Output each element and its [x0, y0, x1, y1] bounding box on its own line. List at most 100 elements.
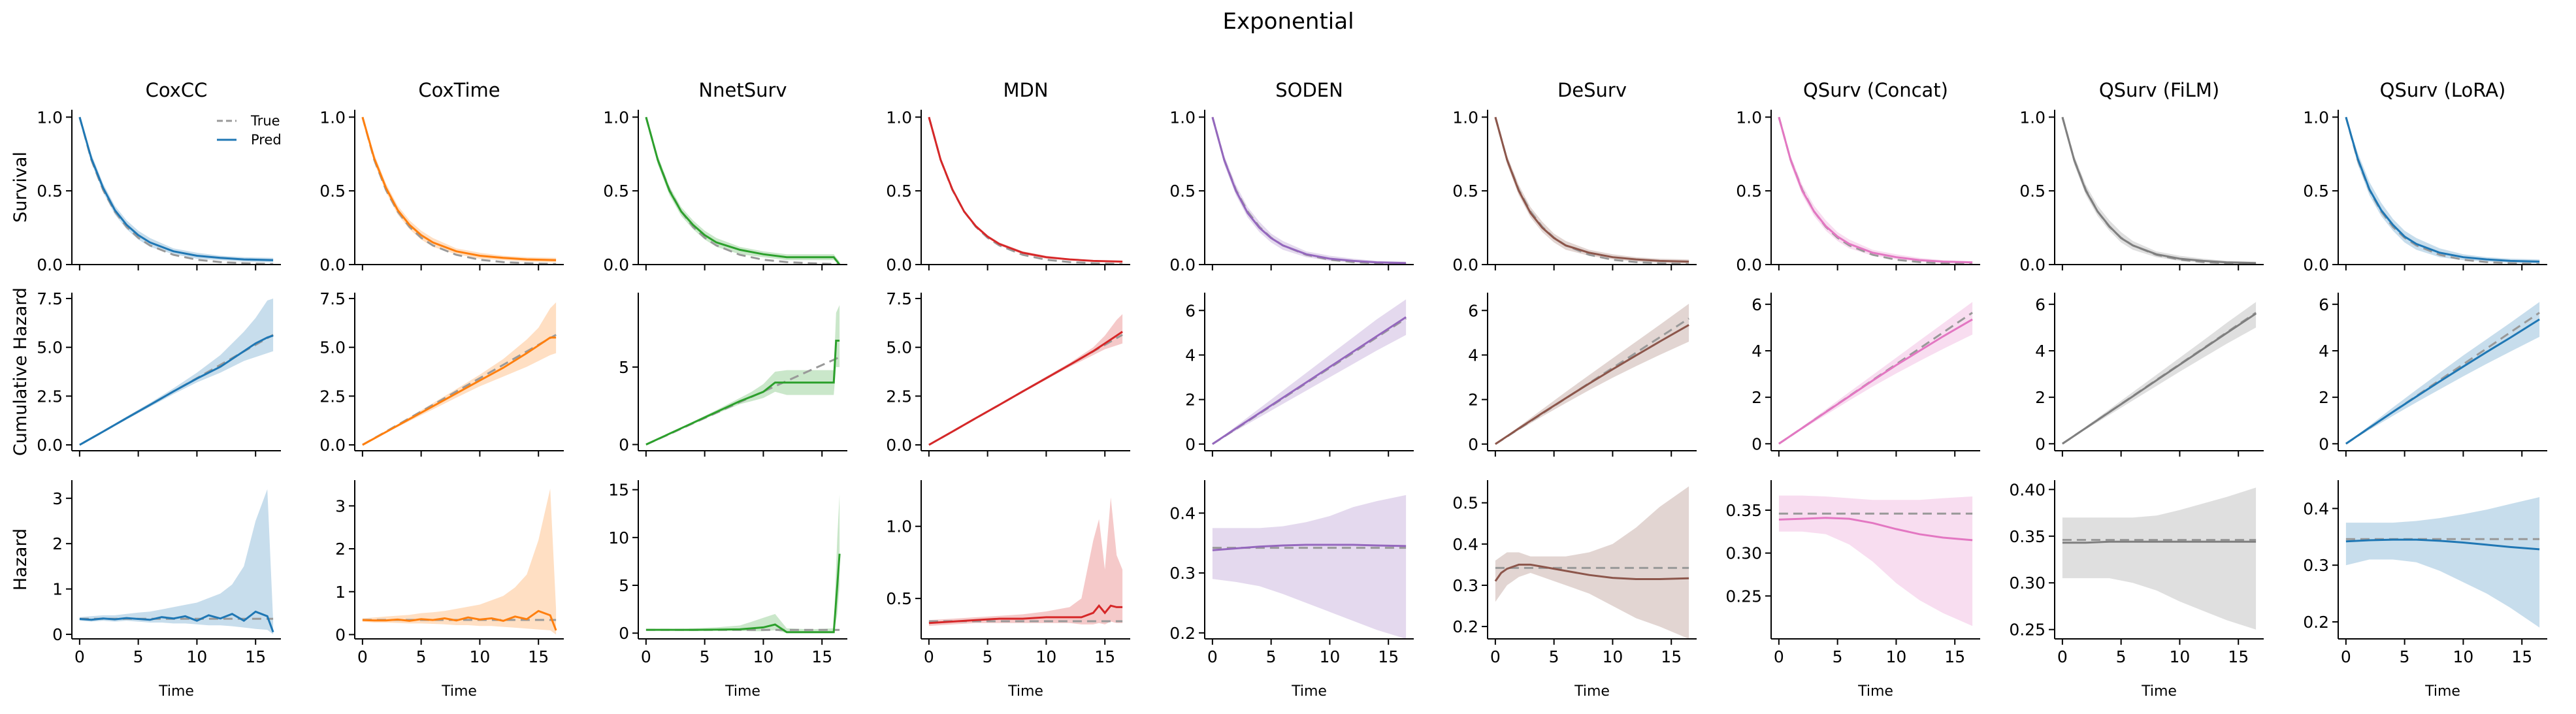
y-tick-label: 4 — [2319, 342, 2329, 361]
y-tick-label: 0.5 — [2019, 182, 2046, 201]
y-tick-label: 0.5 — [1736, 182, 1762, 201]
panel-hazard: 0.25 0.30 0.35 0.40 0 5 10 15 Time — [2009, 480, 2264, 700]
panel-hazard: 0.2 0.3 0.4 0 5 10 15 Time — [1169, 480, 1414, 700]
panel-title: MDN — [1003, 79, 1048, 101]
pred-line — [362, 336, 557, 446]
pred-line — [1778, 318, 1973, 445]
y-tick-label: 2 — [1752, 388, 1762, 407]
x-axis-label: Time — [1007, 683, 1043, 700]
row-label: Hazard — [10, 528, 31, 591]
uncertainty-band — [1212, 495, 1407, 639]
panel-survival: 0.0 0.5 1.0 — [603, 108, 847, 274]
true-line — [1494, 116, 1689, 265]
y-tick-label: 4 — [1752, 342, 1762, 361]
y-tick-label: 6 — [2035, 295, 2046, 314]
uncertainty-band — [928, 117, 1123, 263]
y-tick-label: 1.0 — [319, 108, 346, 127]
y-tick-label: 6 — [2319, 295, 2329, 314]
x-tick-label: 15 — [1661, 647, 1682, 666]
uncertainty-band — [1495, 304, 1689, 444]
y-tick-label: 1.0 — [2019, 108, 2046, 127]
uncertainty-band — [2062, 302, 2257, 444]
pred-line — [928, 604, 1123, 625]
pred-line — [1212, 544, 1407, 551]
x-tick-label: 10 — [470, 647, 491, 666]
pred-line — [2062, 312, 2257, 445]
uncertainty-band — [2345, 497, 2540, 628]
x-tick-label: 5 — [133, 647, 144, 666]
pred-line — [645, 553, 841, 634]
x-tick-label: 5 — [983, 647, 993, 666]
true-line — [1211, 116, 1407, 265]
pred-line — [2345, 116, 2540, 263]
panel-title: QSurv (LoRA) — [2380, 79, 2506, 101]
y-tick-label: 1.0 — [1736, 108, 1762, 127]
y-tick-label: 0.25 — [1725, 587, 1762, 606]
panel-survival: 0.0 0.5 1.0 — [1452, 108, 1697, 274]
pred-line — [2345, 318, 2540, 445]
y-tick-label: 1.0 — [886, 517, 912, 536]
y-tick-label: 0 — [619, 624, 629, 643]
panel-cumhaz: 0 2 4 6 — [1752, 293, 1980, 457]
panel-hazard: 0.2 0.3 0.4 0 5 10 15 Time — [2303, 480, 2547, 700]
true-line — [1778, 116, 1973, 265]
panel-cumhaz: 0 2 4 6 — [2319, 293, 2547, 457]
row-labels: Survival Cumulative Hazard Hazard — [10, 152, 31, 591]
y-tick-label: 1.0 — [1169, 108, 1196, 127]
y-tick-label: 4 — [1185, 346, 1196, 365]
y-tick-label: 7.5 — [886, 289, 912, 308]
panel-title: CoxCC — [146, 79, 208, 101]
x-tick-label: 15 — [1094, 647, 1115, 666]
pred-line — [361, 116, 557, 261]
true-line — [2345, 116, 2540, 265]
x-tick-label: 0 — [1207, 647, 1218, 666]
uncertainty-band — [1778, 495, 1973, 626]
y-tick-label: 4 — [1468, 346, 1478, 365]
x-tick-label: 15 — [528, 647, 549, 666]
x-tick-label: 10 — [2170, 647, 2191, 666]
uncertainty-band — [928, 497, 1123, 626]
uncertainty-band — [2062, 487, 2257, 630]
y-tick-label: 0 — [2319, 434, 2329, 453]
y-tick-label: 0.5 — [2303, 182, 2329, 201]
y-tick-label: 0 — [52, 625, 63, 644]
y-tick-label: 0.0 — [37, 255, 63, 274]
y-tick-label: 2.5 — [37, 387, 63, 406]
legend-pred-label: Pred — [251, 132, 282, 148]
panel-cumhaz: 05 — [619, 293, 847, 457]
y-tick-label: 0.3 — [2303, 556, 2329, 575]
uncertainty-band — [362, 489, 557, 635]
y-tick-label: 0.4 — [1452, 535, 1478, 554]
panel-title: SODEN — [1275, 79, 1343, 101]
uncertainty-band — [79, 489, 274, 635]
uncertainty-band — [362, 117, 557, 263]
panel-cumhaz: 0 2 4 6 — [1185, 293, 1414, 457]
x-tick-label: 15 — [811, 647, 832, 666]
y-tick-label: 2 — [52, 534, 63, 553]
y-tick-label: 0.25 — [2009, 621, 2046, 640]
y-tick-label: 0.0 — [886, 436, 912, 455]
y-tick-label: 0.35 — [1725, 501, 1762, 520]
uncertainty-band — [1495, 117, 1689, 264]
x-tick-label: 15 — [1378, 647, 1399, 666]
y-tick-label: 1 — [335, 583, 346, 602]
pred-line — [1778, 116, 1973, 264]
pred-line — [645, 116, 841, 265]
legend-true-label: True — [250, 113, 280, 129]
panel-survival: 0.0 0.5 1.0 — [2303, 108, 2547, 274]
uncertainty-band — [1495, 486, 1689, 639]
uncertainty-band — [79, 299, 274, 445]
pred-line — [79, 334, 274, 446]
y-tick-label: 1.0 — [603, 108, 629, 127]
figure-title: Exponential — [1222, 8, 1354, 35]
x-axis-label: Time — [2424, 683, 2460, 700]
true-line — [928, 116, 1123, 265]
y-tick-label: 0.0 — [319, 255, 346, 274]
y-tick-label: 7.5 — [319, 289, 346, 308]
x-tick-label: 5 — [700, 647, 710, 666]
y-tick-label: 6 — [1468, 301, 1478, 320]
y-tick-label: 2 — [2035, 388, 2046, 407]
panel-survival: 0.0 0.5 1.0 — [2019, 108, 2264, 274]
panel-cumhaz: 0.0 2.5 5.0 7.5 — [886, 289, 1130, 457]
